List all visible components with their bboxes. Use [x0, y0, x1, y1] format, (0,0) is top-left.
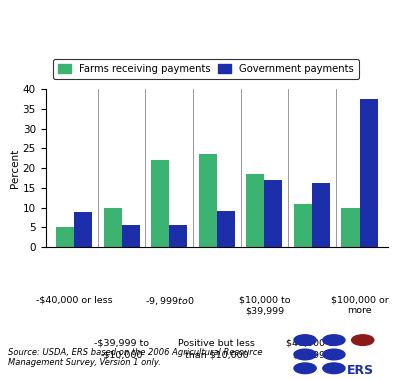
- Bar: [74, 212, 92, 247]
- Text: Distribution of farms receiving government payments and payments
received, by ne: Distribution of farms receiving governme…: [5, 13, 396, 36]
- Circle shape: [294, 363, 316, 374]
- Bar: [56, 227, 74, 247]
- Text: $40,000 to
$99,999: $40,000 to $99,999: [286, 339, 338, 359]
- Circle shape: [352, 335, 374, 345]
- Circle shape: [294, 349, 316, 360]
- Bar: [169, 225, 187, 247]
- Bar: [122, 225, 140, 247]
- Text: -$39,999 to
-$10,000: -$39,999 to -$10,000: [94, 339, 149, 359]
- Bar: [151, 160, 169, 247]
- Text: Positive but less
than $10,000: Positive but less than $10,000: [178, 339, 255, 359]
- Text: -$40,000 or less: -$40,000 or less: [36, 295, 112, 304]
- Bar: [294, 204, 312, 247]
- Text: -$9,999 to $0: -$9,999 to $0: [145, 295, 194, 307]
- Bar: [246, 174, 265, 247]
- Bar: [217, 211, 235, 247]
- Bar: [341, 207, 360, 247]
- Text: $10,000 to
$39,999: $10,000 to $39,999: [239, 295, 290, 315]
- Legend: Farms receiving payments, Government payments: Farms receiving payments, Government pay…: [53, 59, 359, 79]
- Circle shape: [323, 335, 345, 345]
- Circle shape: [323, 363, 345, 374]
- Text: $100,000 or
more: $100,000 or more: [331, 295, 388, 315]
- Bar: [199, 154, 217, 247]
- Text: Source: USDA, ERS based on the 2006 Agricultural Resource
Management Survey, Ver: Source: USDA, ERS based on the 2006 Agri…: [8, 348, 263, 367]
- Bar: [360, 99, 378, 247]
- Bar: [312, 183, 330, 247]
- Circle shape: [294, 335, 316, 345]
- Text: ERS: ERS: [347, 364, 374, 377]
- Bar: [104, 207, 122, 247]
- Bar: [265, 180, 282, 247]
- Circle shape: [323, 349, 345, 360]
- Y-axis label: Percent: Percent: [10, 149, 20, 188]
